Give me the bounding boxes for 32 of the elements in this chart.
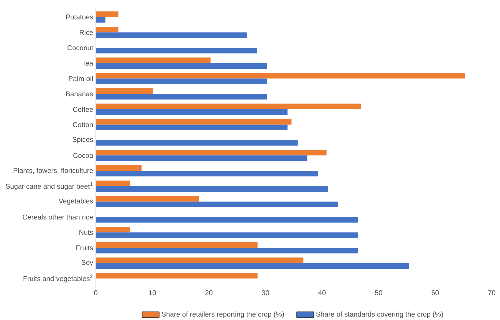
bar <box>96 227 131 233</box>
bar <box>96 202 338 208</box>
bar <box>96 48 258 54</box>
bar <box>96 78 268 84</box>
bar <box>96 63 268 69</box>
bar <box>96 27 119 33</box>
bar <box>96 58 211 64</box>
bar <box>96 88 154 94</box>
bar <box>96 32 248 38</box>
bar <box>96 258 304 264</box>
bar <box>96 17 106 23</box>
bar <box>96 150 327 156</box>
bar <box>96 124 288 131</box>
bar <box>96 232 358 238</box>
bar <box>96 165 142 172</box>
bar <box>96 171 318 177</box>
bar <box>96 94 268 100</box>
bar <box>96 110 288 116</box>
bar <box>96 119 292 125</box>
bar <box>96 140 298 146</box>
bar <box>96 217 358 223</box>
bar <box>96 12 119 18</box>
bar <box>96 186 329 192</box>
bar <box>96 273 258 279</box>
bar <box>96 242 258 248</box>
bar <box>96 263 410 269</box>
bar <box>96 248 358 254</box>
bar <box>96 180 131 186</box>
bar <box>96 104 362 110</box>
bar <box>96 156 308 162</box>
bar <box>96 73 466 79</box>
bar <box>96 196 200 202</box>
